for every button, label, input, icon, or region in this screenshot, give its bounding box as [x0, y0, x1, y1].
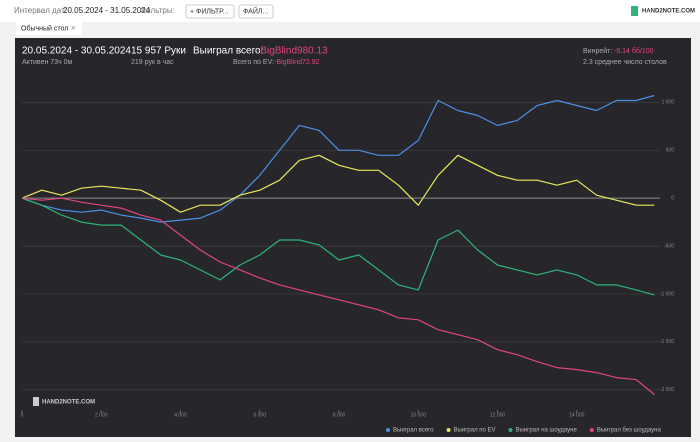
- y-tick-label: 1 000: [661, 100, 674, 106]
- filter-button[interactable]: [185, 4, 235, 19]
- legend-marker: [589, 428, 594, 432]
- winrate-label: Винрейт:: [583, 47, 612, 55]
- x-tick-label: 6 000: [254, 412, 267, 418]
- x-tick-label: 4 000: [174, 412, 187, 418]
- toolbar: [0, 0, 700, 22]
- legend-label: Выиграл без шоудауна: [597, 428, 662, 434]
- date-range[interactable]: 20.05.2024 - 31.05.2024: [63, 6, 151, 15]
- ev-label: Всего по EV:: [233, 59, 274, 66]
- legend-marker: [508, 428, 513, 432]
- period: 20.05.2024 - 30.05.2024: [22, 46, 131, 57]
- x-tick-label: 10 000: [411, 412, 427, 418]
- tab[interactable]: [16, 22, 82, 35]
- legend-label: Выиграл всего: [393, 428, 434, 434]
- watermark-icon: [33, 397, 39, 406]
- hands: 15 957 Руки: [131, 46, 186, 57]
- x-tick-label: 0: [21, 412, 24, 418]
- filter-button-text[interactable]: + ФИЛЬТР...: [190, 8, 228, 15]
- winrate-value: -6.14 бб/100: [614, 47, 654, 55]
- hands-rate: 219 рук в час: [131, 59, 174, 66]
- series-line: [21, 197, 655, 296]
- x-tick-label: 14 000: [569, 412, 585, 418]
- watermark: HAND2NOTE.COM: [42, 400, 95, 406]
- file-button-text[interactable]: ФАЙЛ...: [243, 6, 268, 15]
- y-tick-label: -1 000: [660, 291, 674, 297]
- chart-panel: [15, 38, 691, 437]
- won-label: Выиграл всего:: [193, 46, 263, 57]
- ev-value: -BigBlind72.92: [274, 59, 320, 66]
- active-time: Активен 73ч 0м: [22, 59, 73, 66]
- y-tick-label: -2 000: [660, 387, 674, 393]
- tab-close[interactable]: ×: [71, 24, 76, 33]
- series-line: [21, 154, 655, 213]
- tab-label[interactable]: Обычный стол: [21, 24, 68, 32]
- y-tick-label: -500: [664, 243, 674, 249]
- x-tick-label: 12 000: [490, 412, 506, 418]
- legend-marker: [386, 428, 390, 432]
- logo-icon: [631, 6, 638, 16]
- legend-label: Выиграл по EV: [454, 428, 496, 434]
- y-tick-label: -1 500: [660, 339, 674, 345]
- x-tick-label: 8 000: [333, 412, 346, 418]
- series-line: [21, 197, 655, 395]
- legend-label: Выиграл на шоудауне: [516, 428, 578, 434]
- file-button[interactable]: [238, 4, 274, 19]
- won-value: -BigBlind980.13: [257, 46, 328, 57]
- y-tick-label: 0: [671, 195, 674, 201]
- date-label: Интервал дат:: [14, 6, 67, 15]
- series-line: [21, 94, 655, 223]
- legend-marker: [446, 428, 451, 432]
- tables: 2.3 среднее число столов: [583, 59, 667, 66]
- x-tick-label: 2 000: [95, 412, 108, 418]
- logo: HAND2NOTE.COM: [642, 9, 695, 15]
- y-tick-label: 500: [666, 148, 675, 154]
- filters-label: Фильтры:: [140, 6, 175, 15]
